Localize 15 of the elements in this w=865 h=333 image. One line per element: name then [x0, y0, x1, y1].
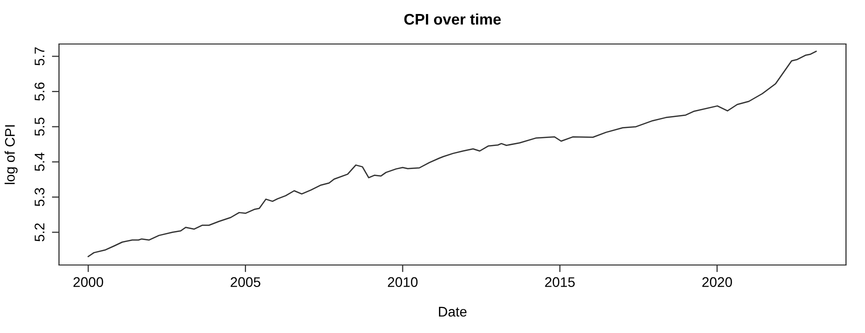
- x-tick-label: 2020: [702, 277, 732, 288]
- y-tick-label: 5.5: [34, 118, 44, 136]
- y-tick-label: 5.3: [34, 188, 44, 206]
- y-tick-label: 5.7: [34, 47, 44, 66]
- y-tick-label: 5.6: [34, 82, 44, 101]
- y-axis-title: log of CPI: [4, 125, 18, 184]
- x-tick-label: 2000: [73, 277, 104, 288]
- y-tick-label: 5.2: [34, 223, 44, 242]
- line-series: [88, 50, 817, 258]
- chart-title: CPI over time: [404, 13, 501, 25]
- x-tick-label: 2010: [388, 277, 418, 288]
- x-axis-title: Date: [438, 306, 467, 317]
- x-tick-label: 2005: [230, 277, 260, 288]
- x-tick-label: 2015: [545, 277, 575, 288]
- y-tick-label: 5.4: [34, 152, 44, 171]
